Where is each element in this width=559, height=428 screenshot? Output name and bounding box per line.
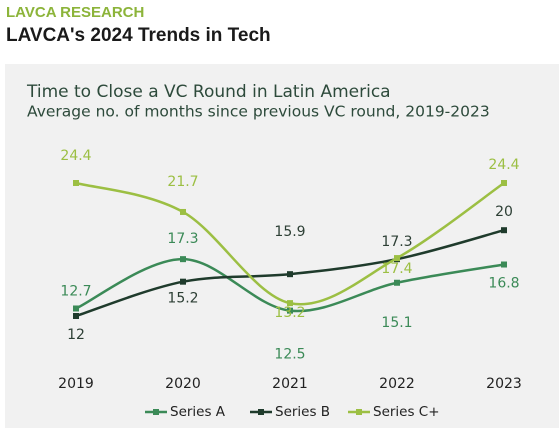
- point-marker: [73, 305, 79, 312]
- point-marker: [287, 271, 293, 278]
- point-marker: [394, 279, 400, 286]
- legend-label: Series A: [170, 404, 226, 420]
- headline: LAVCA's 2024 Trends in Tech: [6, 25, 271, 46]
- chart-title: Time to Close a VC Round in Latin Americ…: [26, 82, 391, 102]
- point-marker: [180, 256, 186, 263]
- data-label: 17.3: [167, 231, 198, 247]
- data-label: 15.1: [381, 315, 412, 331]
- data-label: 16.8: [488, 276, 519, 292]
- point-marker: [180, 278, 186, 285]
- legend-marker: [258, 409, 264, 415]
- data-label: 12: [67, 327, 85, 343]
- chart-subtitle: Average no. of months since previous VC …: [27, 103, 490, 121]
- x-tick-label: 2023: [486, 376, 522, 392]
- data-label: 15.9: [274, 224, 305, 240]
- point-marker: [287, 307, 293, 314]
- point-marker: [501, 180, 507, 186]
- data-label: 15.2: [167, 291, 198, 307]
- legend-marker: [153, 409, 159, 415]
- point-marker: [73, 313, 79, 319]
- point-marker: [180, 208, 186, 215]
- data-label: 13.2: [274, 305, 305, 321]
- legend-label: Series C+: [373, 404, 440, 420]
- data-label: 17.4: [381, 261, 412, 277]
- x-tick-label: 2020: [165, 376, 201, 392]
- data-label: 21.7: [167, 174, 198, 190]
- x-tick-label: 2022: [379, 376, 415, 392]
- data-label: 24.4: [488, 157, 519, 173]
- point-marker: [394, 255, 400, 262]
- data-label: 12.7: [60, 283, 91, 299]
- x-tick-label: 2021: [272, 376, 308, 392]
- data-label: 24.4: [60, 148, 91, 164]
- chart-background: [5, 64, 559, 428]
- point-marker: [501, 227, 507, 234]
- data-label: 20: [495, 204, 513, 220]
- kicker: LAVCA RESEARCH: [6, 4, 145, 21]
- legend-label: Series B: [275, 404, 330, 420]
- point-marker: [501, 261, 507, 268]
- point-marker: [73, 180, 79, 186]
- x-tick-label: 2019: [58, 376, 94, 392]
- legend-marker: [356, 409, 362, 415]
- data-label: 12.5: [274, 347, 305, 363]
- point-marker: [287, 300, 293, 307]
- data-label: 17.3: [381, 234, 412, 250]
